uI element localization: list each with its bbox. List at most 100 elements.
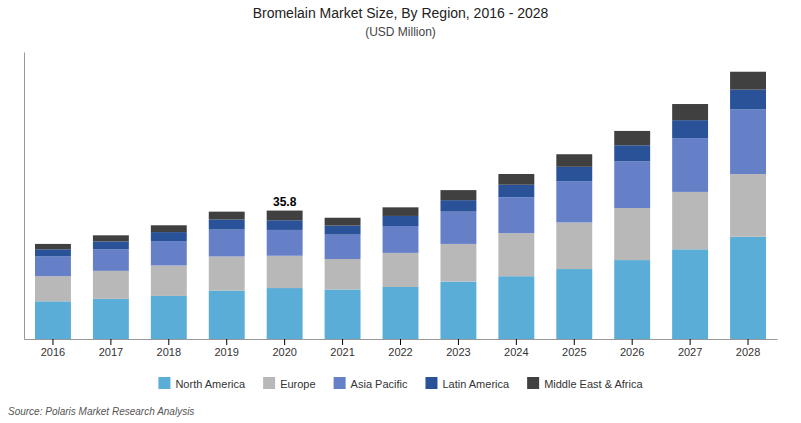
x-tick-mark xyxy=(690,339,691,345)
bar-segment xyxy=(614,145,650,161)
bar-segment xyxy=(267,220,303,230)
bar-segment xyxy=(325,259,361,289)
x-tick-label: 2019 xyxy=(214,346,238,358)
bar-segment xyxy=(267,256,303,288)
annotation: 35.8 xyxy=(273,195,297,209)
x-tick-mark xyxy=(52,339,53,345)
bar-segment xyxy=(556,167,592,181)
bar-segment xyxy=(151,225,187,232)
bar-segment xyxy=(614,131,650,145)
x-tick-label: 2020 xyxy=(272,346,296,358)
legend-swatch xyxy=(527,377,539,389)
x-tick: 2023 xyxy=(446,339,470,358)
bar-segment xyxy=(209,220,245,230)
legend-swatch xyxy=(263,377,275,389)
legend-label: Europe xyxy=(280,378,315,390)
x-tick-label: 2018 xyxy=(157,346,181,358)
bar-segment xyxy=(672,192,708,249)
bar-segment xyxy=(440,244,476,282)
bar-segment xyxy=(383,287,419,339)
bar-segment xyxy=(730,174,766,237)
bar-segment xyxy=(498,174,534,185)
bar-segment xyxy=(151,241,187,265)
legend-label: Asia Pacific xyxy=(351,378,408,390)
x-tick-mark xyxy=(632,339,633,345)
legend-swatch xyxy=(158,377,170,389)
x-axis: 2016 2017 2018 2019 2020 2021 2022 2023 2024 2025… xyxy=(25,339,778,358)
x-tick: 2017 xyxy=(99,339,123,358)
bar-segment xyxy=(267,288,303,339)
bar-segment xyxy=(383,253,419,287)
legend-label: North America xyxy=(175,378,246,390)
title: Bromelain Market Size, By Region, 2016 -… xyxy=(253,5,549,21)
bar-segment xyxy=(672,138,708,192)
x-tick: 2022 xyxy=(388,339,412,358)
bars xyxy=(35,72,766,339)
x-tick: 2028 xyxy=(736,339,760,358)
bar-segment xyxy=(498,233,534,276)
plot: 2016 2017 2018 2019 2020 2021 2022 2023 2024 2025… xyxy=(25,53,778,358)
x-tick: 2026 xyxy=(620,339,644,358)
bar-segment xyxy=(614,260,650,339)
x-tick: 2025 xyxy=(562,339,586,358)
x-tick: 2027 xyxy=(678,339,702,358)
bar-segment xyxy=(440,212,476,244)
bar-segment xyxy=(93,241,129,249)
x-tick: 2016 xyxy=(41,339,65,358)
x-tick-label: 2022 xyxy=(388,346,412,358)
bar-segment xyxy=(267,230,303,256)
x-tick-mark xyxy=(226,339,227,345)
legend-item: Latin America xyxy=(425,377,510,390)
x-tick: 2018 xyxy=(157,339,181,358)
x-tick-label: 2028 xyxy=(736,346,760,358)
legend-label: Latin America xyxy=(442,378,510,390)
y-axis xyxy=(24,53,25,340)
bar-segment xyxy=(498,197,534,233)
bar-segment xyxy=(151,265,187,295)
series-bars xyxy=(35,174,766,301)
bar-segment xyxy=(209,212,245,220)
bar-segment xyxy=(383,207,419,216)
bar-segment xyxy=(35,244,71,249)
bar-segment xyxy=(440,282,476,339)
x-tick-mark xyxy=(574,339,575,345)
bar-segment xyxy=(325,289,361,339)
bar-segment xyxy=(498,276,534,339)
bar-segment xyxy=(267,211,303,221)
x-tick-mark xyxy=(168,339,169,345)
bar-segment xyxy=(556,181,592,222)
bar-segment xyxy=(93,271,129,299)
x-tick-label: 2016 xyxy=(41,346,65,358)
legend-item: Asia Pacific xyxy=(334,377,408,390)
x-tick-mark xyxy=(748,339,749,345)
x-tick: 2021 xyxy=(330,339,354,358)
series-bars xyxy=(35,90,766,257)
x-tick: 2024 xyxy=(504,339,528,358)
bar-segment xyxy=(440,190,476,200)
bar-segment xyxy=(35,276,71,301)
bar-segment xyxy=(672,120,708,138)
bar-segment xyxy=(730,237,766,339)
bar-segment xyxy=(556,222,592,269)
bar-segment xyxy=(209,230,245,257)
x-tick-label: 2023 xyxy=(446,346,470,358)
bar-segment xyxy=(151,296,187,339)
x-tick-label: 2024 xyxy=(504,346,528,358)
x-tick-label: 2027 xyxy=(678,346,702,358)
bar-segment xyxy=(35,301,71,339)
x-tick-mark xyxy=(400,339,401,345)
chart: Bromelain Market Size, By Region, 2016 -… xyxy=(0,0,801,423)
bar-segment xyxy=(440,200,476,211)
y-axis-line xyxy=(24,53,25,340)
bar-segment xyxy=(209,291,245,339)
bar-segment xyxy=(730,90,766,110)
x-tick-label: 2025 xyxy=(562,346,586,358)
bar-segment xyxy=(325,235,361,259)
bar-segment xyxy=(93,235,129,241)
bar-segment xyxy=(614,161,650,208)
legend-swatch xyxy=(425,377,437,389)
bar-segment xyxy=(614,208,650,260)
legend-label: Middle East & Africa xyxy=(544,378,643,390)
bar-segment xyxy=(730,109,766,174)
x-tick-mark xyxy=(458,339,459,345)
